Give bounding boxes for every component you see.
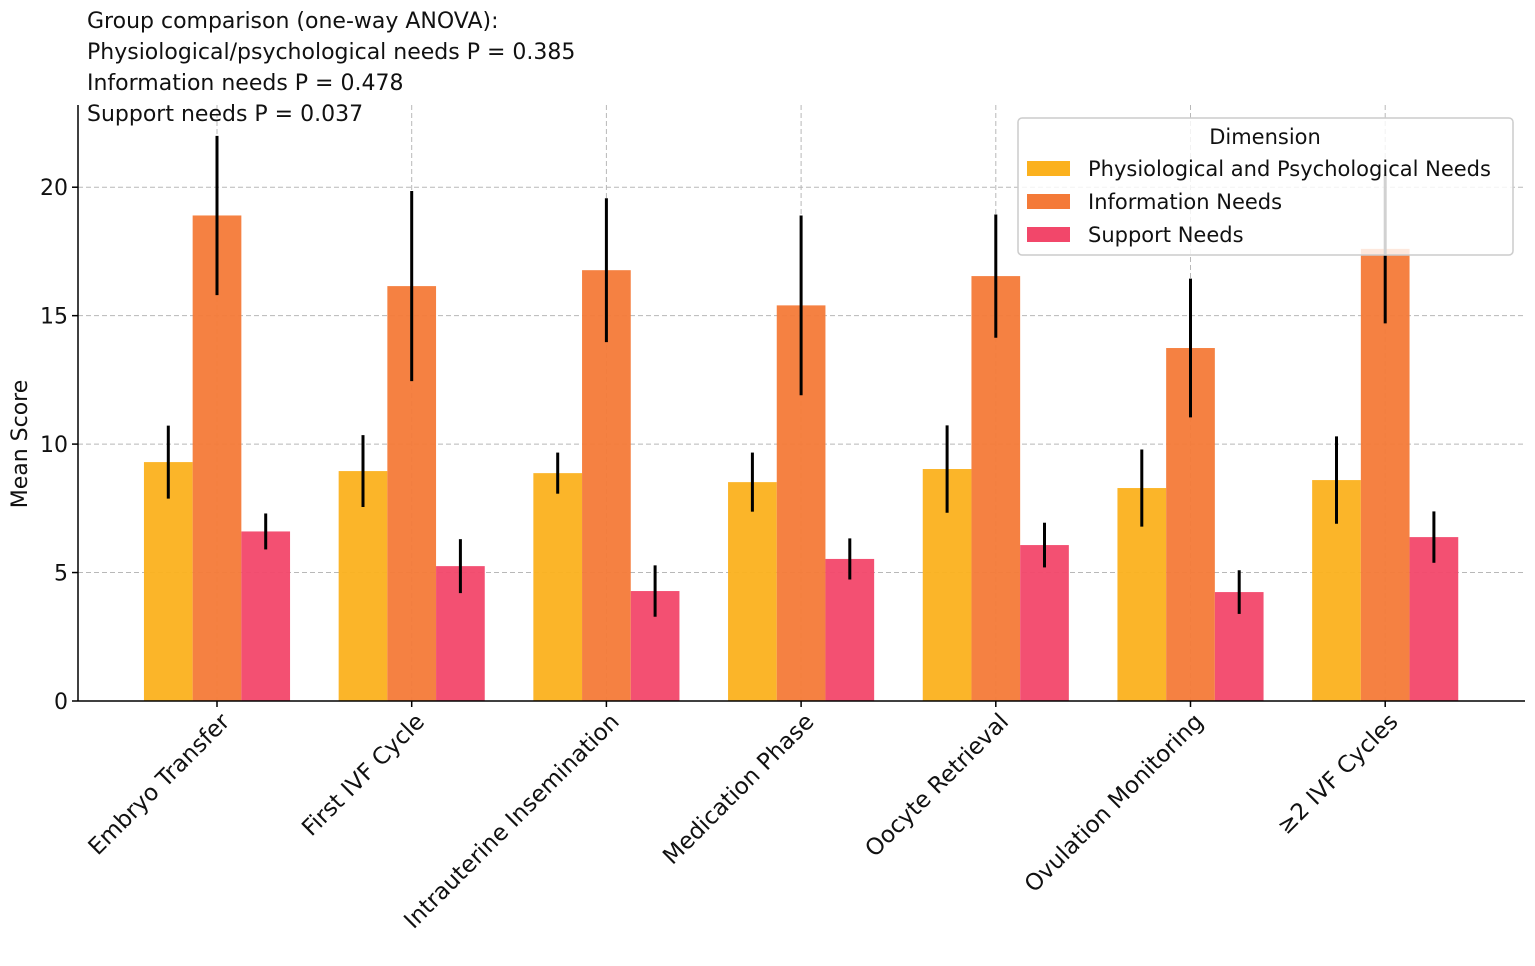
bar [825, 558, 875, 701]
legend-swatch-information [1027, 194, 1070, 209]
annotation-line: Physiological/psychological needs P = 0.… [87, 40, 575, 65]
annotation-line: Support needs P = 0.037 [87, 102, 363, 127]
bar [143, 462, 193, 701]
x-tick-label: Intrauterine Insemination [399, 709, 624, 934]
bar [728, 482, 777, 701]
legend-title: Dimension [1209, 125, 1321, 149]
y-axis-label: Mean Score [8, 380, 33, 509]
y-tick-label: 0 [54, 690, 68, 715]
legend-box [1017, 117, 1514, 256]
annotation-line: Information needs P = 0.478 [87, 71, 403, 96]
bar [338, 471, 388, 701]
bar [971, 276, 1021, 701]
x-tick-label: ≥2 IVF Cycles [1273, 709, 1404, 840]
annotation-line: Group comparison (one-way ANOVA): [87, 9, 499, 34]
bar [241, 531, 291, 701]
legend-label: Information Needs [1088, 190, 1282, 214]
bar [1409, 537, 1459, 701]
x-tick-label: First IVF Cycle [297, 709, 430, 842]
legend-label: Physiological and Psychological Needs [1088, 157, 1491, 181]
x-tick-label: Ovulation Monitoring [1020, 709, 1209, 898]
bar [533, 473, 583, 701]
x-tick-label: Medication Phase [658, 709, 819, 870]
y-tick-label: 10 [40, 433, 68, 458]
legend-label: Support Needs [1088, 223, 1244, 247]
bar [192, 215, 242, 701]
x-tick-label: Embryo Transfer [84, 708, 236, 860]
y-tick-label: 15 [40, 305, 68, 330]
legend-swatch-support [1027, 227, 1070, 242]
anova-annotation: Group comparison (one-way ANOVA): Physio… [87, 9, 575, 127]
legend: Dimension Physiological and Psychologica… [1017, 117, 1514, 256]
bar [1020, 545, 1069, 701]
y-tick-label: 20 [40, 176, 68, 201]
bar [1360, 248, 1410, 702]
x-tick-label: Oocyte Retrieval [861, 709, 1015, 863]
y-tick-label: 5 [54, 562, 68, 587]
legend-swatch-physiological [1027, 161, 1070, 176]
